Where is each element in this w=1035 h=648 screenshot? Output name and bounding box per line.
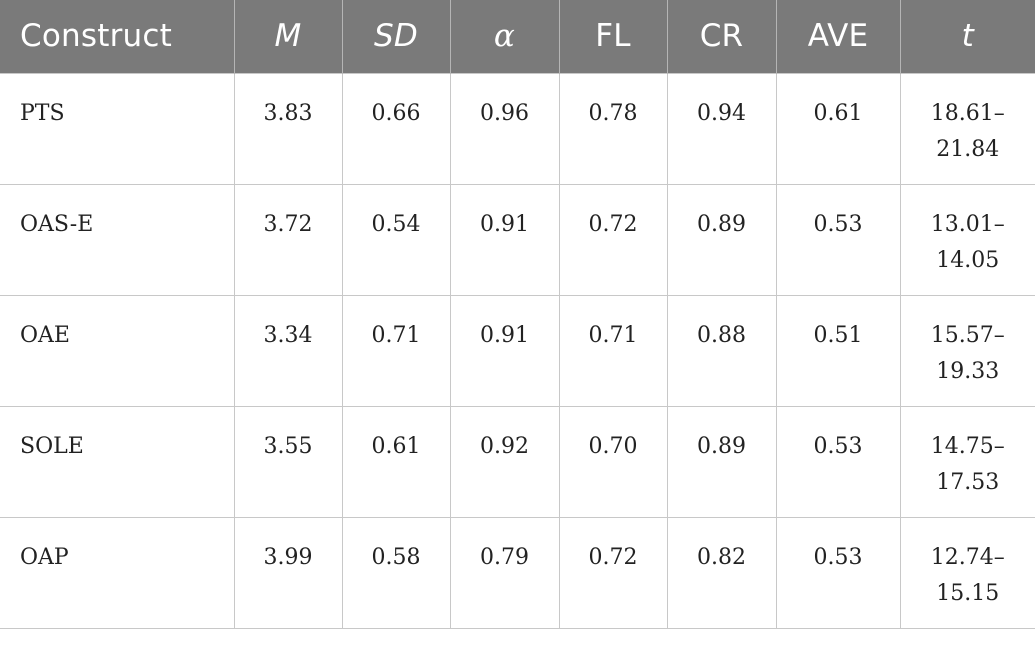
cell-construct: OAS-E xyxy=(0,183,235,296)
t-range-end: 17.53 xyxy=(936,469,1000,495)
cell-t-range: 14.75– 17.53 xyxy=(899,405,1035,518)
cell-t-range: 15.57– 19.33 xyxy=(899,294,1035,407)
cell-ave: 0.51 xyxy=(775,294,901,407)
table-row: OAE 3.34 0.71 0.91 0.71 0.88 0.51 15.57–… xyxy=(0,294,1035,407)
cell-fl: 0.71 xyxy=(558,294,668,407)
cell-fl: 0.72 xyxy=(558,183,668,296)
t-range-end: 21.84 xyxy=(936,136,1000,162)
construct-statistics-table: Construct M SD α FL CR AVE t PTS 3.83 0.… xyxy=(0,0,1035,629)
header-row: Construct M SD α FL CR AVE t xyxy=(0,0,1035,73)
header-sd: SD xyxy=(341,0,450,73)
table-row: PTS 3.83 0.66 0.96 0.78 0.94 0.61 18.61–… xyxy=(0,72,1035,185)
cell-sd: 0.54 xyxy=(341,183,451,296)
t-range-start: 13.01– xyxy=(930,211,1005,237)
header-ave: AVE xyxy=(775,0,900,73)
cell-fl: 0.70 xyxy=(558,405,668,518)
cell-cr: 0.89 xyxy=(666,405,777,518)
cell-construct: SOLE xyxy=(0,405,235,518)
cell-sd: 0.71 xyxy=(341,294,451,407)
cell-cr: 0.94 xyxy=(666,72,777,185)
cell-cr: 0.88 xyxy=(666,294,777,407)
table-row: OAP 3.99 0.58 0.79 0.72 0.82 0.53 12.74–… xyxy=(0,516,1035,629)
cell-alpha: 0.96 xyxy=(449,72,560,185)
t-range-start: 12.74– xyxy=(930,544,1005,570)
t-range-end: 14.05 xyxy=(936,247,1000,273)
cell-sd: 0.58 xyxy=(341,516,451,629)
cell-t-range: 13.01– 14.05 xyxy=(899,183,1035,296)
table-row: OAS-E 3.72 0.54 0.91 0.72 0.89 0.53 13.0… xyxy=(0,183,1035,296)
cell-fl: 0.72 xyxy=(558,516,668,629)
table-header: Construct M SD α FL CR AVE t xyxy=(0,0,1035,73)
cell-mean: 3.34 xyxy=(233,294,343,407)
table-body: PTS 3.83 0.66 0.96 0.78 0.94 0.61 18.61–… xyxy=(0,72,1035,629)
cell-mean: 3.99 xyxy=(233,516,343,629)
t-range-start: 18.61– xyxy=(930,100,1005,126)
t-range-end: 19.33 xyxy=(936,358,1000,384)
cell-cr: 0.82 xyxy=(666,516,777,629)
cell-mean: 3.72 xyxy=(233,183,343,296)
header-alpha: α xyxy=(449,0,559,73)
cell-construct: PTS xyxy=(0,72,235,185)
header-cr: CR xyxy=(666,0,776,73)
cell-alpha: 0.91 xyxy=(449,294,560,407)
cell-t-range: 18.61– 21.84 xyxy=(899,72,1035,185)
cell-alpha: 0.92 xyxy=(449,405,560,518)
cell-mean: 3.55 xyxy=(233,405,343,518)
cell-alpha: 0.79 xyxy=(449,516,560,629)
table-row: SOLE 3.55 0.61 0.92 0.70 0.89 0.53 14.75… xyxy=(0,405,1035,518)
t-range-start: 15.57– xyxy=(930,322,1005,348)
cell-sd: 0.66 xyxy=(341,72,451,185)
cell-cr: 0.89 xyxy=(666,183,777,296)
header-construct: Construct xyxy=(0,0,234,73)
cell-ave: 0.53 xyxy=(775,183,901,296)
cell-mean: 3.83 xyxy=(233,72,343,185)
cell-t-range: 12.74– 15.15 xyxy=(899,516,1035,629)
t-range-end: 15.15 xyxy=(936,580,1000,606)
header-fl: FL xyxy=(558,0,667,73)
cell-fl: 0.78 xyxy=(558,72,668,185)
cell-ave: 0.53 xyxy=(775,516,901,629)
t-range-start: 14.75– xyxy=(930,433,1005,459)
header-mean: M xyxy=(233,0,342,73)
cell-ave: 0.61 xyxy=(775,72,901,185)
cell-construct: OAP xyxy=(0,516,235,629)
header-t: t xyxy=(899,0,1035,73)
cell-alpha: 0.91 xyxy=(449,183,560,296)
cell-sd: 0.61 xyxy=(341,405,451,518)
cell-ave: 0.53 xyxy=(775,405,901,518)
cell-construct: OAE xyxy=(0,294,235,407)
